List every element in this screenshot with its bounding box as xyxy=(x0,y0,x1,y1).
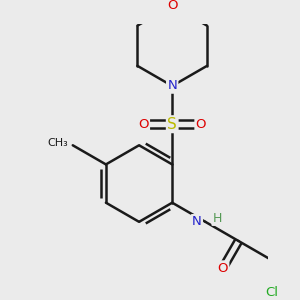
Text: N: N xyxy=(192,215,202,228)
Text: H: H xyxy=(213,212,222,225)
Text: N: N xyxy=(167,80,177,92)
Text: S: S xyxy=(167,117,177,132)
Text: O: O xyxy=(138,118,149,131)
Text: Cl: Cl xyxy=(265,286,278,299)
Text: O: O xyxy=(196,118,206,131)
Text: O: O xyxy=(218,262,228,275)
Text: CH₃: CH₃ xyxy=(47,139,68,148)
Text: O: O xyxy=(167,0,178,12)
